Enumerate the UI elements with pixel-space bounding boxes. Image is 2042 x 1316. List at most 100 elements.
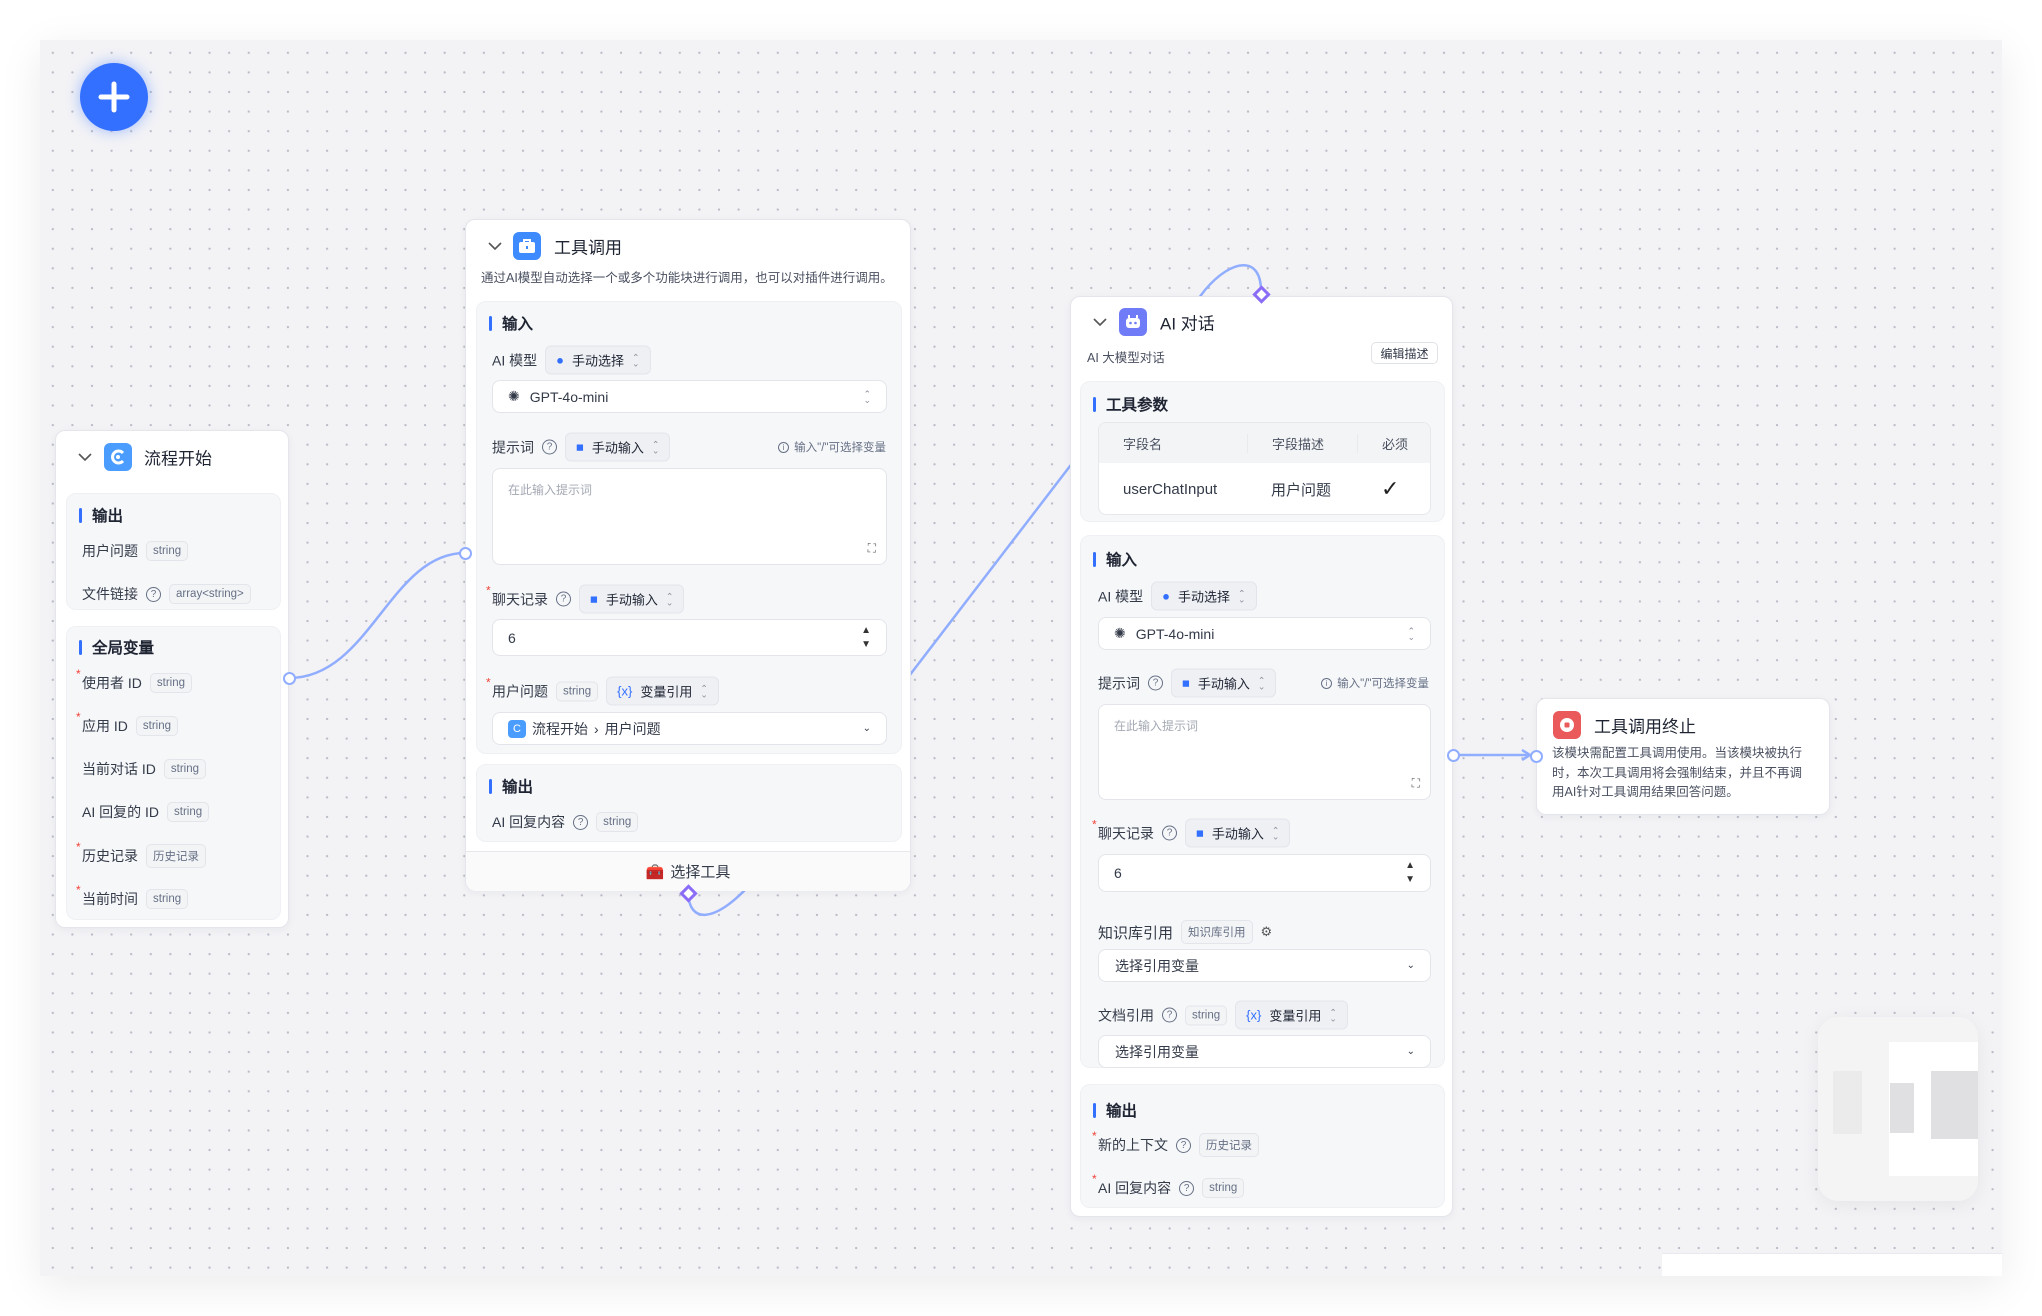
section-title: 输入: [1093, 548, 1137, 570]
question-mode-select[interactable]: {x} 变量引用 ⌃ ⌄: [606, 676, 719, 706]
item-label: 文件链接: [82, 586, 138, 602]
type-tag: string: [146, 889, 189, 909]
help-icon[interactable]: ?: [1148, 675, 1163, 691]
add-node-button[interactable]: [80, 63, 148, 131]
help-icon[interactable]: ?: [1179, 1180, 1195, 1196]
help-icon[interactable]: ?: [1176, 1137, 1191, 1153]
stepper-icon[interactable]: ▲ ▼: [1405, 860, 1415, 885]
plus-icon: [98, 81, 130, 113]
breadcrumb-chevron-icon: ›: [594, 720, 599, 737]
bottom-panel: [1662, 1253, 2002, 1276]
text-icon: ■: [576, 439, 584, 455]
history-number-input[interactable]: 6 ▲ ▼: [1098, 854, 1431, 892]
kb-select[interactable]: 选择引用变量 ⌄: [1098, 949, 1431, 982]
node-title: 工具调用: [554, 238, 622, 258]
item-label: 新的上下文: [1092, 1129, 1168, 1155]
output-item: AI 回复内容? string: [492, 812, 639, 832]
prompt-textarea[interactable]: 在此输入提示词 ⛶: [492, 468, 887, 565]
global-item: 当前对话 ID string: [82, 759, 207, 779]
help-icon[interactable]: ?: [1162, 1007, 1177, 1023]
input-section: 输入 AI 模型 ● 手动选择 ⌃ ⌄ ✺ GPT-4o-mini ⌃ ⌄ 提示词? ■ 手动输入…: [1080, 535, 1445, 1068]
prompt-mode-select[interactable]: ■ 手动输入 ⌃ ⌄: [1171, 668, 1277, 698]
global-item: 使用者 ID string: [76, 667, 193, 693]
ai-chat-node[interactable]: AI 对话 AI 大模型对话 编辑描述 工具参数 字段名 字段描述 必须 use…: [1070, 285, 1460, 1217]
history-mode-select[interactable]: ■ 手动输入 ⌃ ⌄: [579, 584, 685, 614]
type-tag: string: [556, 681, 599, 701]
field-label: 提示词: [1098, 675, 1140, 691]
expand-icon[interactable]: ⛶: [1411, 776, 1420, 790]
expand-icon[interactable]: ⛶: [867, 541, 876, 555]
header-cell: 字段名: [1123, 436, 1163, 452]
model-row: AI 模型 ● 手动选择 ⌃ ⌄: [492, 345, 651, 375]
global-item: AI 回复的 ID string: [82, 802, 210, 822]
type-tag: string: [1202, 1178, 1245, 1198]
prompt-mode-select[interactable]: ■ 手动输入 ⌃ ⌄: [565, 432, 671, 462]
start-icon: [104, 443, 132, 471]
type-tag: string: [167, 802, 210, 822]
field-label: 聊天记录: [1092, 817, 1154, 843]
ref-node: 流程开始: [532, 720, 588, 737]
source-handle[interactable]: [1447, 749, 1460, 762]
edit-description-button[interactable]: 编辑描述: [1371, 342, 1438, 364]
cell: 用户问题: [1271, 481, 1332, 499]
robot-icon: ●: [556, 352, 564, 368]
robot-icon: ●: [1162, 588, 1170, 604]
mode-label: 变量引用: [1269, 1008, 1322, 1024]
gear-icon[interactable]: ⚙: [1260, 924, 1273, 939]
mode-label: 手动输入: [1197, 676, 1250, 692]
doc-select[interactable]: 选择引用变量 ⌄: [1098, 1035, 1431, 1068]
help-icon[interactable]: ?: [1162, 825, 1177, 841]
global-item: 当前时间 string: [76, 883, 189, 909]
tool-call-node[interactable]: 工具调用 通过AI模型自动选择一个或多个功能块进行调用，也可以对插件进行调用。 …: [459, 219, 911, 903]
help-icon[interactable]: ?: [146, 586, 161, 602]
tool-stop-node[interactable]: 工具调用终止 该模块需配置工具调用使用。当该模块被执行时，本次工具调用将会强制结…: [1530, 698, 1830, 815]
workflow-canvas[interactable]: [40, 40, 2002, 1276]
placeholder: 在此输入提示词: [508, 483, 593, 497]
model-mode-select[interactable]: ● 手动选择 ⌃ ⌄: [1151, 581, 1257, 611]
collapse-chevron-icon[interactable]: [488, 241, 502, 251]
collapse-chevron-icon[interactable]: [78, 452, 92, 462]
history-number-input[interactable]: 6 ▲ ▼: [492, 619, 887, 656]
node-title: 流程开始: [144, 449, 212, 469]
help-icon[interactable]: ?: [556, 591, 571, 607]
collapse-chevron-icon[interactable]: [1093, 317, 1107, 327]
prompt-textarea[interactable]: 在此输入提示词 ⛶: [1098, 704, 1431, 800]
model-mode-select[interactable]: ● 手动选择 ⌃ ⌄: [545, 345, 651, 375]
output-item: 新的上下文? 历史记录: [1092, 1129, 1259, 1157]
type-tag: 知识库引用: [1181, 920, 1253, 944]
text-icon: ■: [1182, 675, 1190, 691]
params-table: 字段名 字段描述 必须 userChatInput 用户问题 ✓: [1098, 422, 1431, 515]
globals-section: 全局变量 使用者 ID string 应用 ID string 当前对话 ID str…: [66, 626, 281, 920]
minimap[interactable]: [1818, 1017, 1978, 1201]
item-label: AI 回复内容: [1092, 1172, 1171, 1198]
doc-mode-select[interactable]: {x} 变量引用 ⌃ ⌄: [1235, 1000, 1348, 1030]
target-handle[interactable]: [459, 547, 472, 560]
hint-text: 输入"/"可选择变量: [794, 442, 886, 454]
source-handle[interactable]: [283, 672, 296, 685]
help-icon[interactable]: ?: [542, 439, 557, 455]
mode-label: 变量引用: [640, 684, 693, 700]
output-item: 文件链接? array<string>: [82, 584, 251, 604]
model-select[interactable]: ✺ GPT-4o-mini ⌃ ⌄: [1098, 617, 1431, 650]
help-icon[interactable]: ?: [573, 814, 589, 830]
field-label: 聊天记录: [486, 583, 548, 609]
model-select[interactable]: ✺ GPT-4o-mini ⌃ ⌄: [492, 380, 887, 413]
section-title: 输出: [1093, 1099, 1137, 1121]
model-value: GPT-4o-mini: [1135, 625, 1215, 642]
history-mode-select[interactable]: ■ 手动输入 ⌃ ⌄: [1185, 818, 1291, 848]
placeholder: 选择引用变量: [1115, 957, 1199, 974]
type-tag: string: [135, 716, 179, 736]
stepper-icon[interactable]: ▲ ▼: [861, 624, 871, 650]
header-cell: 字段描述: [1247, 433, 1357, 453]
target-handle[interactable]: [1530, 750, 1543, 763]
item-label: 应用 ID: [76, 710, 128, 736]
type-tag: string: [1185, 1005, 1228, 1025]
variable-icon: {x}: [1246, 1007, 1262, 1023]
select-tool-footer[interactable]: 🧰 选择工具: [466, 851, 910, 891]
ref-field: 用户问题: [604, 720, 661, 737]
section-title: 全局变量: [79, 636, 154, 658]
history-row: 聊天记录? ■ 手动输入 ⌃⌄: [1092, 817, 1291, 848]
start-node[interactable]: 流程开始 输出 用户问题 string 文件链接? array<string> 全局…: [55, 430, 296, 928]
question-ref-select[interactable]: C 流程开始 › 用户问题 ⌄: [492, 712, 887, 745]
